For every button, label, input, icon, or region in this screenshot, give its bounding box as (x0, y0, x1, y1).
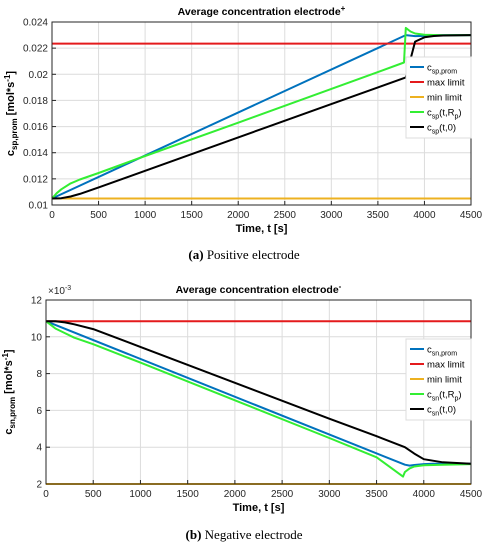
chart-pos-title: Average concentration electrode+ (178, 4, 346, 18)
chart-neg-xtick-label: 1500 (177, 489, 200, 500)
chart-pos-xtick-label: 0 (49, 210, 55, 221)
chart-neg-series-line (45, 320, 472, 478)
chart-neg-ytick-label: 6 (36, 406, 42, 417)
chart-neg-series-line (46, 320, 472, 465)
chart-pos-series-line (51, 34, 472, 200)
chart-neg-xtick-label: 500 (85, 489, 102, 500)
chart-pos-xlabel: Time, t [s] (236, 223, 288, 235)
chart-neg-xtick-label: 2500 (271, 489, 294, 500)
chart-pos-ylabel: csp,prom [mol*s-1] (3, 71, 19, 157)
chart-neg-xtick-label: 3500 (365, 489, 388, 500)
chart-pos-legend-label: csp(t,Rp) (427, 108, 462, 121)
caption-positive: (a) Positive electrode (188, 247, 300, 262)
chart-pos-xtick-label: 3000 (320, 210, 343, 221)
chart-pos-ytick-label: 0.016 (23, 122, 48, 133)
chart-neg-xtick-label: 0 (43, 489, 49, 500)
chart-neg-ylabel: csn,prom [mol*s-1] (1, 349, 17, 435)
chart-neg-ytick-label: 8 (36, 369, 42, 380)
chart-pos-xtick-label: 2500 (274, 210, 297, 221)
chart-neg-ytick-label: 4 (36, 443, 42, 454)
chart-pos-ytick-label: 0.01 (29, 201, 49, 212)
chart-neg-series-line (45, 320, 471, 467)
chart-neg-ytick-label: 12 (31, 296, 43, 307)
chart-neg-ytick-label: 10 (31, 332, 43, 343)
chart-neg-legend-label: csn(t,0) (427, 405, 456, 418)
chart-pos-xtick-label: 1000 (134, 210, 157, 221)
chart-neg-legend-label: csn(t,Rp) (427, 390, 462, 403)
chart-neg-legend-label: max limit (427, 360, 465, 371)
chart-neg-exponent-label: ×10-3 (48, 285, 71, 297)
chart-pos-xtick-label: 1500 (181, 210, 204, 221)
chart-neg-title: Average concentration electrode- (176, 282, 342, 296)
chart-pos-ytick-label: 0.024 (23, 18, 48, 29)
chart-pos-ytick-label: 0.018 (23, 96, 48, 107)
chart-pos-series-line (51, 26, 472, 200)
chart-pos-xtick-label: 500 (90, 210, 107, 221)
chart-neg-legend-label: csn,prom (427, 345, 457, 358)
chart-pos-ytick-label: 0.012 (23, 174, 48, 185)
chart-neg-legend-label: min limit (427, 375, 462, 386)
chart-pos-xtick-label: 4000 (413, 210, 436, 221)
chart-neg-xtick-label: 3000 (318, 489, 341, 500)
chart-neg-xtick-label: 2000 (224, 489, 247, 500)
chart-neg-ytick-label: 2 (36, 480, 42, 491)
chart-pos-legend-label: max limit (427, 78, 465, 89)
chart-pos-legend-label: csp(t,0) (427, 123, 456, 136)
chart-neg-xtick-label: 4000 (413, 489, 436, 500)
chart-pos-ytick-label: 0.02 (29, 70, 49, 81)
chart-pos-xtick-label: 3500 (367, 210, 390, 221)
chart-pos-xtick-label: 4500 (460, 210, 483, 221)
chart-pos-ytick-label: 0.022 (23, 44, 48, 55)
chart-neg-xtick-label: 1000 (129, 489, 152, 500)
chart-pos-legend-label: min limit (427, 93, 462, 104)
chart-pos-ytick-label: 0.014 (23, 148, 48, 159)
chart-pos-legend-label: csp,prom (427, 63, 457, 76)
chart-pos-xtick-label: 2000 (227, 210, 250, 221)
chart-neg-xlabel: Time, t [s] (233, 502, 285, 514)
caption-negative: (b) Negative electrode (185, 527, 303, 542)
chart-neg-xtick-label: 4500 (460, 489, 483, 500)
